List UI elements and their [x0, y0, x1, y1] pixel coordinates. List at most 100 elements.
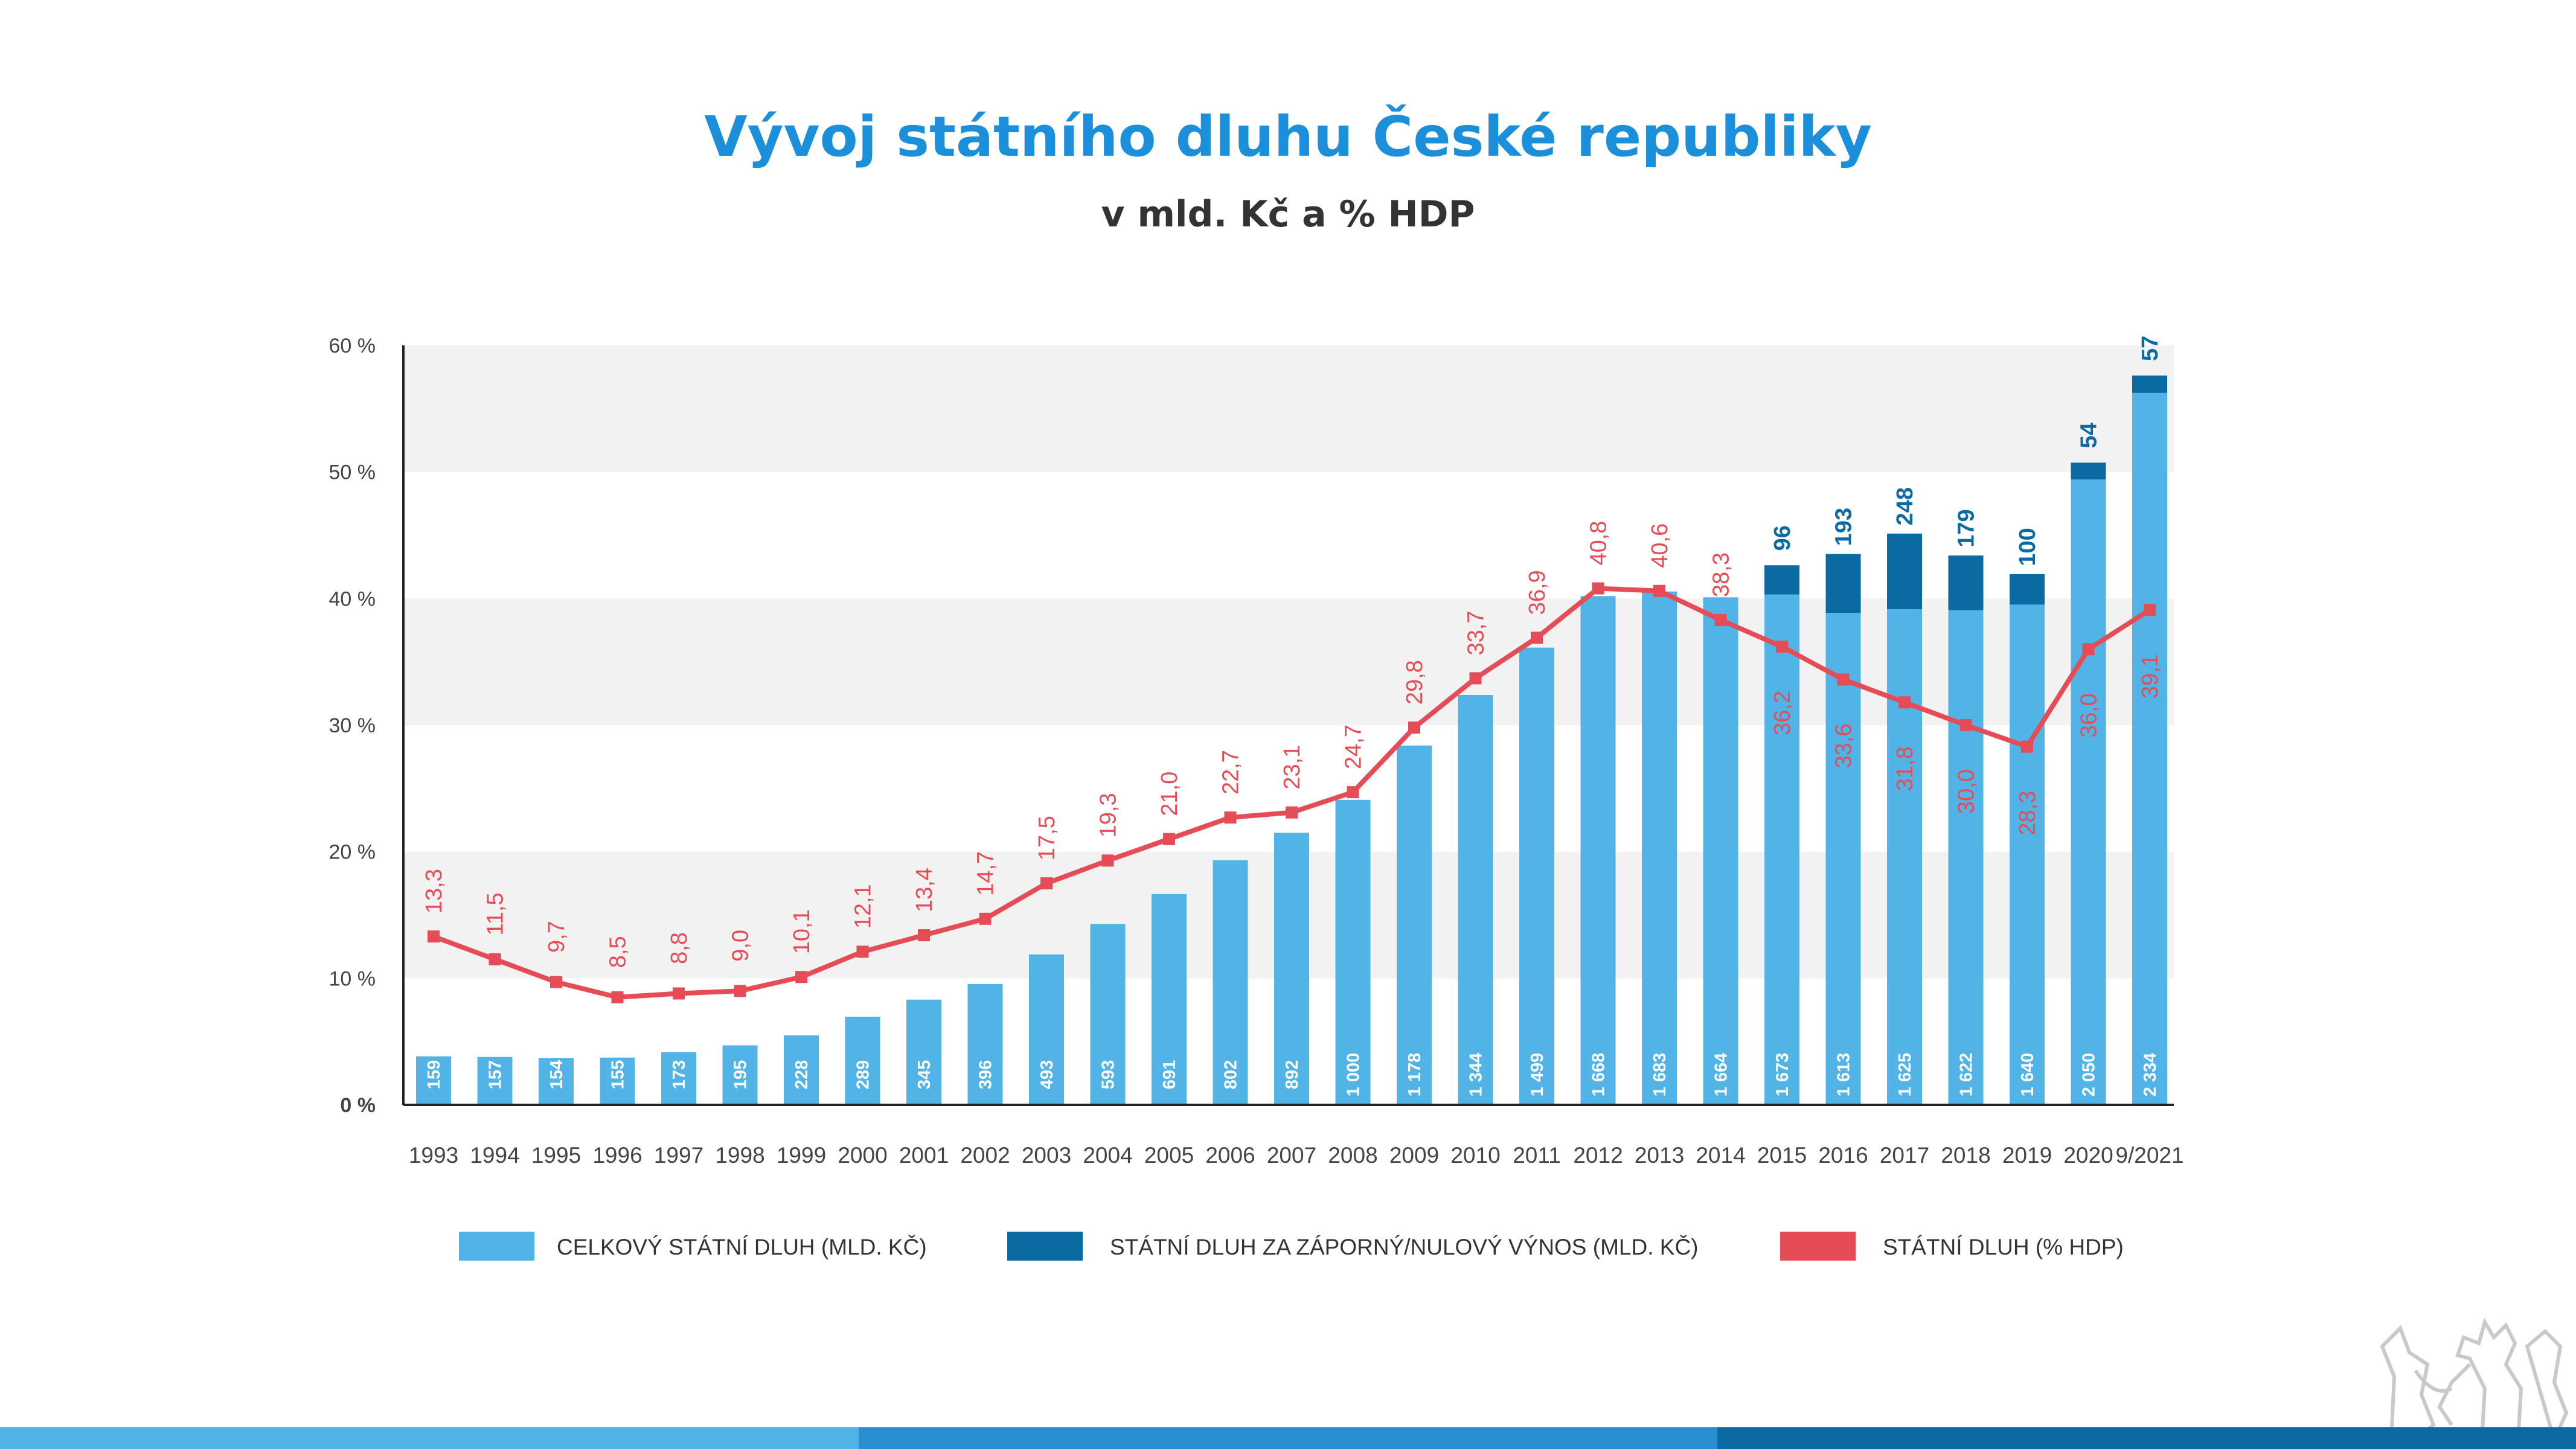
- pct-gdp-point: [489, 953, 501, 965]
- bar-total: [1887, 609, 1922, 1105]
- pct-gdp-point: [550, 976, 562, 988]
- chart-subtitle: v mld. Kč a % HDP: [1101, 193, 1475, 235]
- bar-total-label: 593: [1099, 1060, 1118, 1089]
- y-tick-label: 40 %: [329, 587, 376, 610]
- bar-negative-yield: [1825, 554, 1861, 613]
- pct-gdp-point: [1101, 854, 1114, 867]
- bar-negative-yield-label: 100: [2015, 528, 2040, 566]
- bar-total-label: 345: [915, 1060, 934, 1089]
- pct-gdp-label: 19,3: [1096, 793, 1121, 837]
- bar-total: [1703, 597, 1738, 1105]
- bar-total-label: 1 000: [1344, 1053, 1363, 1097]
- bar-total-label: 493: [1037, 1060, 1057, 1089]
- y-tick-label: 50 %: [329, 461, 376, 484]
- y-tick-label: 60 %: [329, 334, 376, 357]
- legend: CELKOVÝ STÁTNÍ DLUH (MLD. KČ) STÁTNÍ DLUH…: [459, 1232, 2124, 1261]
- bar-total: [1213, 860, 1248, 1105]
- x-tick-label: 2008: [1328, 1143, 1377, 1168]
- bar-total-label: 1 683: [1650, 1053, 1670, 1097]
- bar-total-label: 228: [792, 1060, 812, 1089]
- pct-gdp-point: [1469, 672, 1482, 685]
- x-tick-label: 2013: [1635, 1143, 1684, 1168]
- pct-gdp-point: [795, 971, 807, 984]
- legend-swatch-line: [1780, 1232, 1856, 1261]
- bar-negative-yield: [2010, 574, 2045, 605]
- pct-gdp-label: 8,8: [667, 932, 692, 964]
- bar-total-label: 1 640: [2018, 1053, 2037, 1097]
- x-tick-label: 1997: [654, 1143, 703, 1168]
- pct-gdp-point: [979, 912, 992, 925]
- x-tick-label: 2010: [1450, 1143, 1500, 1168]
- bar-negative-yield-label: 179: [1954, 509, 1979, 547]
- bar-total: [661, 1052, 696, 1105]
- pct-gdp-label: 13,3: [421, 869, 447, 913]
- pct-gdp-label: 11,5: [483, 892, 508, 935]
- bar-total: [1335, 799, 1371, 1105]
- pct-gdp-label: 9,0: [728, 930, 754, 962]
- bar-total-label: 157: [486, 1060, 505, 1089]
- band-2: [403, 345, 2174, 472]
- bar-total-label: 802: [1222, 1060, 1241, 1089]
- bar-total: [1029, 954, 1064, 1105]
- pct-gdp-point: [1286, 806, 1298, 819]
- pct-gdp-point: [673, 987, 685, 1000]
- footer-bar: [0, 1427, 2576, 1449]
- pct-gdp-point: [1163, 833, 1175, 845]
- bar-total-label: 892: [1283, 1060, 1302, 1089]
- bar-total-label: 1 178: [1405, 1053, 1424, 1097]
- x-tick-label: 2006: [1205, 1143, 1255, 1168]
- pct-gdp-label: 17,5: [1034, 816, 1060, 860]
- bar-total: [539, 1058, 574, 1105]
- pct-gdp-label: 31,8: [1892, 746, 1918, 791]
- x-tick-label: 2009: [1389, 1143, 1439, 1168]
- bar-negative-yield: [1948, 555, 1984, 610]
- bar-total-label: 1 344: [1467, 1053, 1486, 1097]
- pct-gdp-point: [1714, 613, 1727, 626]
- bar-total: [845, 1016, 880, 1105]
- x-tick-label: 1993: [409, 1143, 458, 1168]
- pct-gdp-point: [1224, 811, 1237, 824]
- bar-total-label: 154: [547, 1060, 566, 1089]
- bar-total-label: 1 613: [1834, 1053, 1854, 1097]
- pct-gdp-point: [2021, 740, 2033, 753]
- x-tick-label: 1995: [531, 1143, 581, 1168]
- bar-total-label: 2 050: [2080, 1053, 2099, 1097]
- x-tick-label: 2005: [1144, 1143, 1194, 1168]
- pct-gdp-label: 9,7: [544, 921, 569, 953]
- pct-gdp-point: [2144, 604, 2156, 616]
- x-tick-label: 1996: [592, 1143, 642, 1168]
- x-tick-label: 2012: [1573, 1143, 1623, 1168]
- bar-total: [600, 1057, 635, 1105]
- pct-gdp-label: 40,8: [1586, 521, 1612, 566]
- bar-total: [1825, 613, 1861, 1105]
- pct-gdp-point: [1959, 719, 1972, 731]
- bar-total: [1580, 596, 1616, 1105]
- chart-title: Vývoj státního dluhu České republiky: [704, 103, 1871, 169]
- bar-negative-yield-label: 193: [1831, 508, 1857, 546]
- pct-gdp-label: 21,0: [1157, 772, 1182, 816]
- pct-gdp-point: [1531, 632, 1543, 644]
- bar-total: [1397, 745, 1432, 1105]
- x-tick-label: 2019: [2002, 1143, 2052, 1168]
- pct-gdp-point: [1776, 641, 1788, 653]
- pct-gdp-point: [1408, 721, 1420, 734]
- bar-total-label: 2 334: [2141, 1053, 2160, 1097]
- x-tick-label: 2014: [1696, 1143, 1745, 1168]
- bar-total-label: 691: [1160, 1060, 1179, 1089]
- bar-total-label: 289: [854, 1060, 873, 1089]
- pct-gdp-label: 38,3: [1709, 552, 1734, 597]
- x-tick-label: 1994: [470, 1143, 519, 1168]
- pct-gdp-label: 14,7: [973, 851, 999, 896]
- bar-total: [477, 1057, 513, 1105]
- x-tick-label: 2003: [1022, 1143, 1071, 1168]
- bar-total: [416, 1056, 451, 1105]
- y-tick-label: 10 %: [329, 967, 376, 990]
- pct-gdp-label: 30,0: [1954, 769, 1979, 814]
- legend-label-negative: STÁTNÍ DLUH ZA ZÁPORNÝ/NULOVÝ VÝNOS (MLD…: [1110, 1235, 1698, 1259]
- bar-total-label: 1 622: [1957, 1053, 1976, 1097]
- pct-gdp-label: 12,1: [851, 884, 876, 929]
- bar-total: [1090, 924, 1126, 1105]
- bar-total-label: 173: [670, 1060, 689, 1089]
- czech-lion-emblem-icon: [2380, 1317, 2569, 1445]
